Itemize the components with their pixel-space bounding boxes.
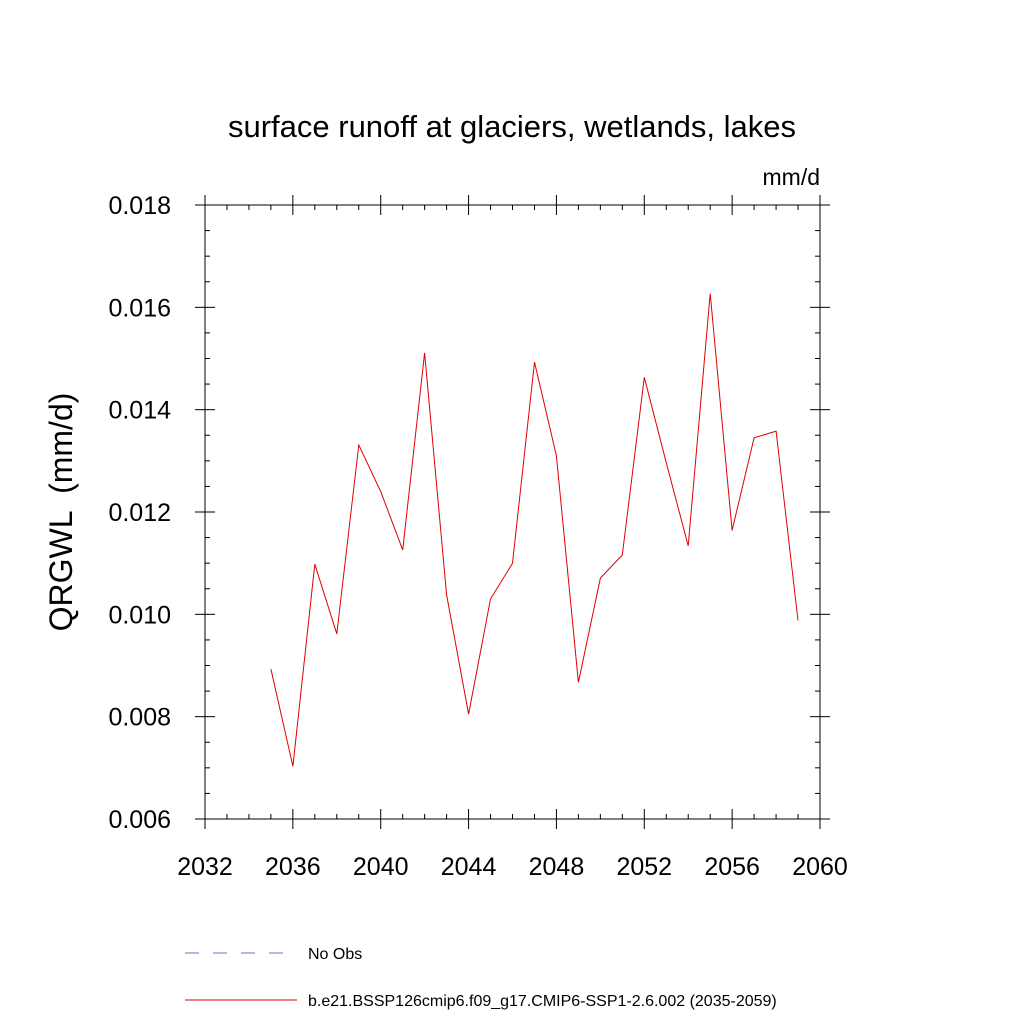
series-layer — [270, 293, 799, 767]
x-tick-label: 2036 — [265, 853, 321, 881]
y-tick-label: 0.008 — [108, 704, 171, 732]
legend: No Obs b.e21.BSSP126cmip6.f09_g17.CMIP6-S… — [185, 946, 777, 1010]
x-tick-label: 2040 — [353, 853, 409, 881]
x-tick-label: 2060 — [792, 853, 848, 881]
x-tick-label: 2052 — [616, 853, 672, 881]
axes: 2032 2036 2040 2044 2048 2052 2056 2060 0.006 0.0… — [108, 192, 847, 881]
y-tick-label: 0.006 — [108, 806, 171, 834]
y-tick-label: 0.010 — [108, 601, 171, 629]
y-tick-label: 0.018 — [108, 192, 171, 220]
x-tick-label: 2044 — [441, 853, 497, 881]
legend-label: No Obs — [308, 946, 362, 963]
x-tick-label: 2056 — [704, 853, 760, 881]
x-tick-label: 2032 — [177, 853, 233, 881]
series-line-1 — [270, 293, 799, 767]
x-tick-label: 2048 — [529, 853, 585, 881]
chart-title: surface runoff at glaciers, wetlands, la… — [228, 109, 796, 144]
y-tick-label: 0.014 — [108, 397, 171, 425]
y-tick-label: 0.012 — [108, 499, 171, 527]
y-tick-label: 0.016 — [108, 294, 171, 322]
units-label: mm/d — [763, 164, 821, 190]
y-axis-label: QRGWL (mm/d) — [43, 393, 79, 632]
legend-label: b.e21.BSSP126cmip6.f09_g17.CMIP6-SSP1-2.… — [308, 993, 777, 1010]
